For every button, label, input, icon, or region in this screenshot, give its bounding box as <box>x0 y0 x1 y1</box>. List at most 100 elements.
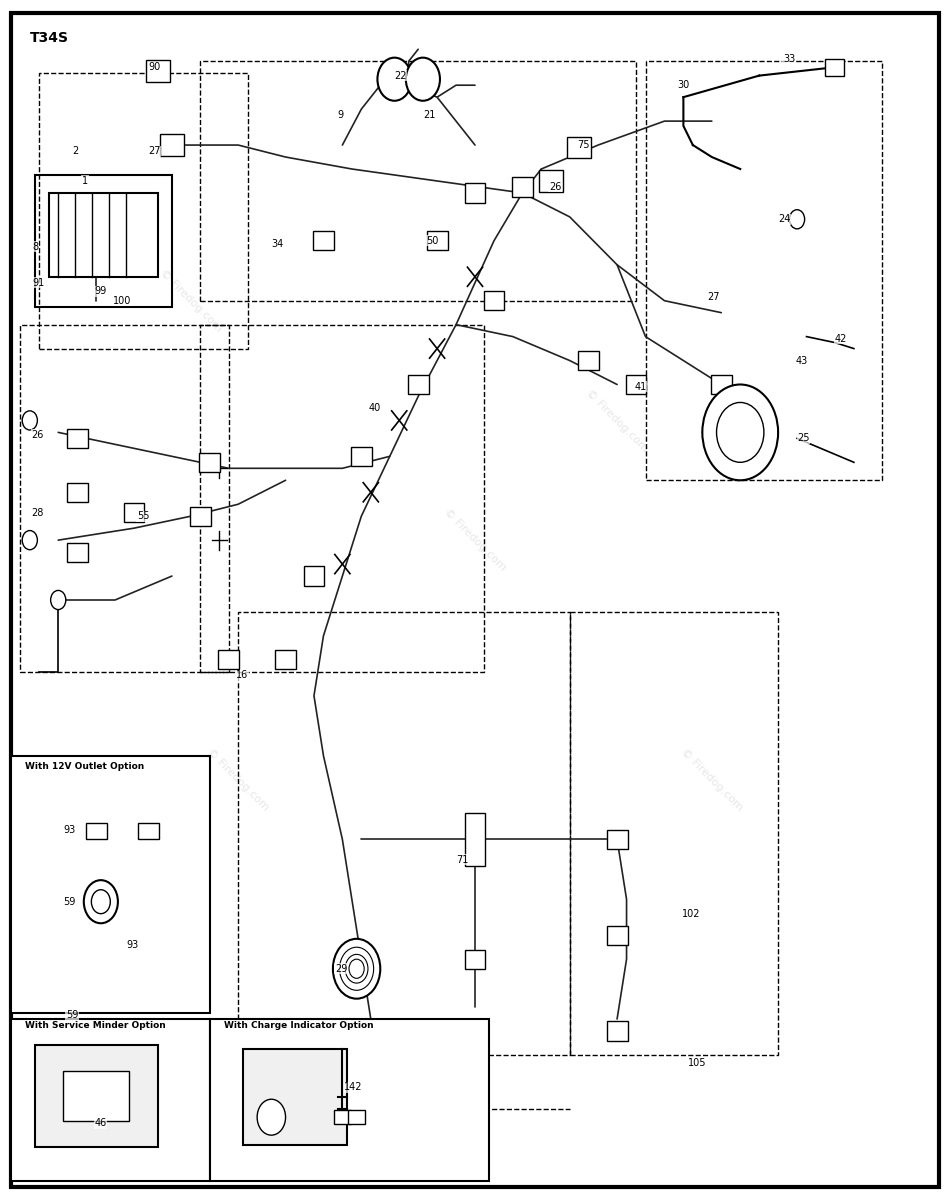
Bar <box>539 170 562 192</box>
Text: 25: 25 <box>797 433 809 443</box>
Text: 1: 1 <box>82 176 88 186</box>
Circle shape <box>22 410 37 430</box>
Bar <box>607 925 628 944</box>
Text: 27: 27 <box>148 146 161 156</box>
FancyBboxPatch shape <box>66 542 87 562</box>
Bar <box>86 823 106 840</box>
Text: © Firedog.com: © Firedog.com <box>584 388 650 454</box>
Circle shape <box>22 530 37 550</box>
Text: 30: 30 <box>677 80 690 90</box>
Bar <box>645 61 883 480</box>
FancyBboxPatch shape <box>243 1049 347 1145</box>
Text: With 12V Outlet Option: With 12V Outlet Option <box>25 762 144 770</box>
Text: 21: 21 <box>423 110 435 120</box>
Bar <box>465 184 485 203</box>
Text: 91: 91 <box>32 277 45 288</box>
Circle shape <box>702 384 778 480</box>
Bar <box>826 59 845 76</box>
Text: 16: 16 <box>237 671 249 680</box>
Bar <box>333 1110 351 1124</box>
Text: 75: 75 <box>578 140 590 150</box>
FancyBboxPatch shape <box>200 452 220 472</box>
Text: With Charge Indicator Option: With Charge Indicator Option <box>224 1021 373 1031</box>
Circle shape <box>789 210 805 229</box>
Text: 33: 33 <box>783 54 795 64</box>
Bar <box>10 756 210 1013</box>
Circle shape <box>50 590 66 610</box>
Text: 27: 27 <box>707 292 719 302</box>
Bar <box>314 232 333 251</box>
Bar <box>210 1019 489 1181</box>
Bar <box>484 292 504 311</box>
Text: 26: 26 <box>549 182 561 192</box>
Bar <box>200 325 485 672</box>
Text: 90: 90 <box>148 62 161 72</box>
Bar <box>465 949 485 968</box>
Text: 100: 100 <box>113 295 131 306</box>
Text: 105: 105 <box>688 1058 707 1068</box>
Circle shape <box>377 58 411 101</box>
Bar <box>276 650 296 670</box>
Text: 24: 24 <box>778 215 790 224</box>
Bar <box>20 325 229 672</box>
Text: © Firedog.com: © Firedog.com <box>442 508 508 572</box>
Text: 29: 29 <box>334 964 347 973</box>
FancyBboxPatch shape <box>34 1045 158 1147</box>
Text: 50: 50 <box>426 236 438 246</box>
FancyBboxPatch shape <box>66 482 87 502</box>
Bar <box>146 60 169 82</box>
Text: 2: 2 <box>72 146 79 156</box>
Text: © Firedog.com: © Firedog.com <box>205 746 271 812</box>
Bar <box>711 374 732 394</box>
Bar <box>190 506 211 526</box>
Text: 41: 41 <box>635 382 646 392</box>
Text: 42: 42 <box>835 334 847 344</box>
Text: 93: 93 <box>63 826 75 835</box>
Text: 26: 26 <box>31 430 44 439</box>
Text: © Firedog.com: © Firedog.com <box>158 268 223 334</box>
Circle shape <box>406 58 440 101</box>
Text: 59: 59 <box>66 1010 78 1020</box>
FancyBboxPatch shape <box>124 503 144 522</box>
Text: 9: 9 <box>337 110 344 120</box>
Bar <box>160 134 183 156</box>
Text: 8: 8 <box>32 242 39 252</box>
Text: 71: 71 <box>456 854 468 865</box>
Bar <box>579 350 599 370</box>
Circle shape <box>332 938 380 998</box>
Text: © Firedog.com: © Firedog.com <box>679 746 745 812</box>
Circle shape <box>257 1099 286 1135</box>
Bar <box>408 374 428 394</box>
Bar <box>626 374 646 394</box>
Text: 43: 43 <box>795 355 808 366</box>
Text: 102: 102 <box>681 908 700 919</box>
Bar <box>512 178 533 197</box>
Bar <box>567 137 591 158</box>
Bar <box>607 1021 628 1040</box>
Bar <box>63 1070 129 1121</box>
Bar <box>348 1110 365 1124</box>
Text: 34: 34 <box>272 240 284 250</box>
Text: With Service Minder Option: With Service Minder Option <box>25 1021 166 1031</box>
FancyBboxPatch shape <box>66 428 87 448</box>
Text: 99: 99 <box>94 286 106 296</box>
Bar <box>39 73 248 348</box>
Circle shape <box>84 880 118 923</box>
Bar <box>200 61 636 301</box>
Bar <box>427 232 447 251</box>
Text: 46: 46 <box>94 1118 106 1128</box>
Bar <box>138 823 159 840</box>
Text: 59: 59 <box>63 898 75 907</box>
Text: 40: 40 <box>369 403 381 414</box>
Bar <box>34 175 172 307</box>
FancyBboxPatch shape <box>10 13 940 1187</box>
Bar <box>10 1019 210 1181</box>
Bar <box>351 446 371 466</box>
Text: 28: 28 <box>31 508 44 517</box>
Bar <box>304 566 324 586</box>
Text: 55: 55 <box>137 511 149 521</box>
Text: 142: 142 <box>344 1082 363 1092</box>
Bar <box>218 650 239 670</box>
Bar <box>570 612 778 1055</box>
Bar <box>607 830 628 850</box>
